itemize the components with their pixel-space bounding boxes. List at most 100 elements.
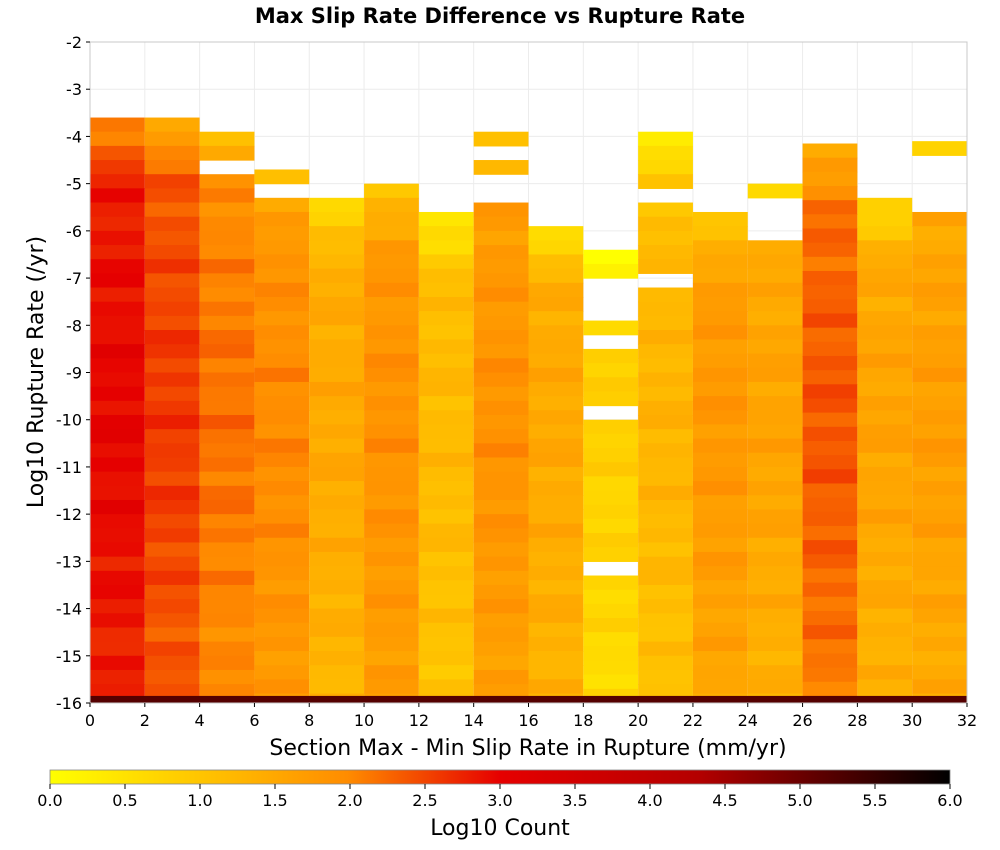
heatmap-cell bbox=[473, 386, 529, 402]
heatmap-cell bbox=[144, 216, 200, 232]
heatmap-cell bbox=[747, 636, 803, 652]
heatmap-cell bbox=[309, 197, 365, 213]
heatmap-cell bbox=[254, 594, 310, 610]
heatmap-cell bbox=[254, 311, 310, 326]
heatmap-cell bbox=[309, 339, 365, 355]
heatmap-cell bbox=[802, 483, 858, 499]
heatmap-cell bbox=[199, 131, 255, 147]
heatmap-cell bbox=[199, 528, 255, 544]
heatmap-cell bbox=[254, 226, 310, 241]
y-tick-label: -9 bbox=[66, 364, 82, 383]
heatmap-cell bbox=[309, 651, 365, 666]
heatmap-cell bbox=[692, 381, 748, 397]
heatmap-cell bbox=[638, 131, 693, 147]
heatmap-cell bbox=[583, 490, 639, 506]
heatmap-cells bbox=[90, 117, 967, 703]
heatmap-cell bbox=[692, 665, 748, 680]
heatmap-cell bbox=[309, 254, 365, 270]
heatmap-cell bbox=[912, 523, 967, 539]
heatmap-cell bbox=[309, 665, 365, 680]
heatmap-cell bbox=[692, 622, 748, 638]
colorbar-ticks: 0.0 0.5 1.0 1.5 2.0 2.5 3.0 3.5 4.0 4.5 5.0 5.5 6.0 bbox=[37, 784, 963, 810]
heatmap-cell bbox=[309, 551, 365, 567]
heatmap-cell bbox=[528, 410, 584, 426]
heatmap-cell bbox=[692, 226, 748, 241]
heatmap-cell bbox=[583, 632, 639, 647]
heatmap-cell bbox=[802, 653, 858, 669]
heatmap-cell bbox=[912, 509, 967, 525]
heatmap-cell bbox=[364, 254, 419, 270]
x-tick-label: 12 bbox=[409, 711, 429, 730]
heatmap-cell bbox=[638, 669, 693, 685]
heatmap-cell bbox=[638, 599, 693, 614]
heatmap-cell bbox=[747, 608, 803, 624]
heatmap-cell bbox=[747, 438, 803, 454]
heatmap-cell bbox=[802, 540, 858, 555]
heatmap-cell bbox=[692, 523, 748, 539]
x-tick-label: 24 bbox=[738, 711, 758, 730]
y-tick-label: -7 bbox=[66, 269, 82, 288]
heatmap-cell bbox=[857, 268, 913, 284]
heatmap-cell bbox=[473, 230, 529, 246]
heatmap-cell bbox=[418, 311, 474, 326]
x-tick-label: 8 bbox=[304, 711, 314, 730]
heatmap-cell bbox=[692, 339, 748, 355]
heatmap-cell bbox=[364, 651, 419, 666]
heatmap-cell bbox=[692, 240, 748, 256]
heatmap-cell bbox=[473, 542, 529, 558]
heatmap-cell bbox=[309, 311, 365, 326]
heatmap-cell bbox=[692, 495, 748, 511]
heatmap-cell bbox=[473, 570, 529, 586]
heatmap-cell bbox=[199, 641, 255, 657]
heatmap-cell bbox=[309, 594, 365, 610]
heatmap-cell bbox=[638, 684, 693, 699]
heatmap-cell bbox=[418, 537, 474, 553]
heatmap-cell bbox=[254, 410, 310, 426]
heatmap-cell bbox=[802, 681, 858, 697]
heatmap-cell bbox=[90, 330, 145, 345]
heatmap-cell bbox=[254, 452, 310, 468]
heatmap-cell bbox=[802, 625, 858, 640]
heatmap-cell bbox=[144, 655, 200, 671]
heatmap-cell bbox=[144, 485, 200, 501]
x-tick-label: 14 bbox=[464, 711, 484, 730]
heatmap-cell bbox=[857, 296, 913, 312]
heatmap-cell bbox=[528, 495, 584, 511]
heatmap-cell bbox=[802, 214, 858, 230]
heatmap-cell bbox=[747, 523, 803, 539]
heatmap-cell bbox=[90, 245, 145, 260]
heatmap-cell bbox=[912, 580, 967, 596]
y-tick-label: -13 bbox=[56, 552, 82, 571]
heatmap-cell bbox=[254, 353, 310, 369]
heatmap-cell bbox=[418, 296, 474, 312]
heatmap-cell bbox=[528, 594, 584, 610]
heatmap-cell bbox=[638, 372, 693, 388]
heatmap-cell bbox=[144, 117, 200, 133]
heatmap-cell bbox=[473, 528, 529, 544]
heatmap-cell bbox=[364, 311, 419, 326]
heatmap-cell bbox=[364, 396, 419, 411]
y-tick-label: -12 bbox=[56, 505, 82, 524]
heatmap-cell bbox=[418, 636, 474, 652]
heatmap-cell bbox=[638, 570, 693, 586]
heatmap-cell bbox=[583, 533, 639, 548]
heatmap-cell bbox=[473, 216, 529, 232]
heatmap-cell bbox=[90, 684, 145, 699]
heatmap-cell bbox=[364, 622, 419, 638]
heatmap-cell bbox=[912, 325, 967, 341]
y-axis-label: Log10 Rupture Rate (/yr) bbox=[24, 236, 49, 508]
heatmap-cell bbox=[912, 381, 967, 397]
heatmap-cell bbox=[199, 613, 255, 629]
heatmap-cell bbox=[802, 171, 858, 187]
y-tick-label: -5 bbox=[66, 175, 82, 194]
heatmap-cell bbox=[638, 216, 693, 232]
heatmap-cell bbox=[254, 537, 310, 553]
heatmap-cell bbox=[254, 339, 310, 355]
heatmap-cell bbox=[528, 254, 584, 270]
heatmap-cell bbox=[747, 452, 803, 468]
colorbar-tick-label: 2.5 bbox=[412, 791, 437, 810]
heatmap-cell bbox=[692, 651, 748, 666]
heatmap-cell bbox=[802, 412, 858, 428]
colorbar-tick-label: 5.5 bbox=[862, 791, 887, 810]
y-tick-label: -3 bbox=[66, 80, 82, 99]
